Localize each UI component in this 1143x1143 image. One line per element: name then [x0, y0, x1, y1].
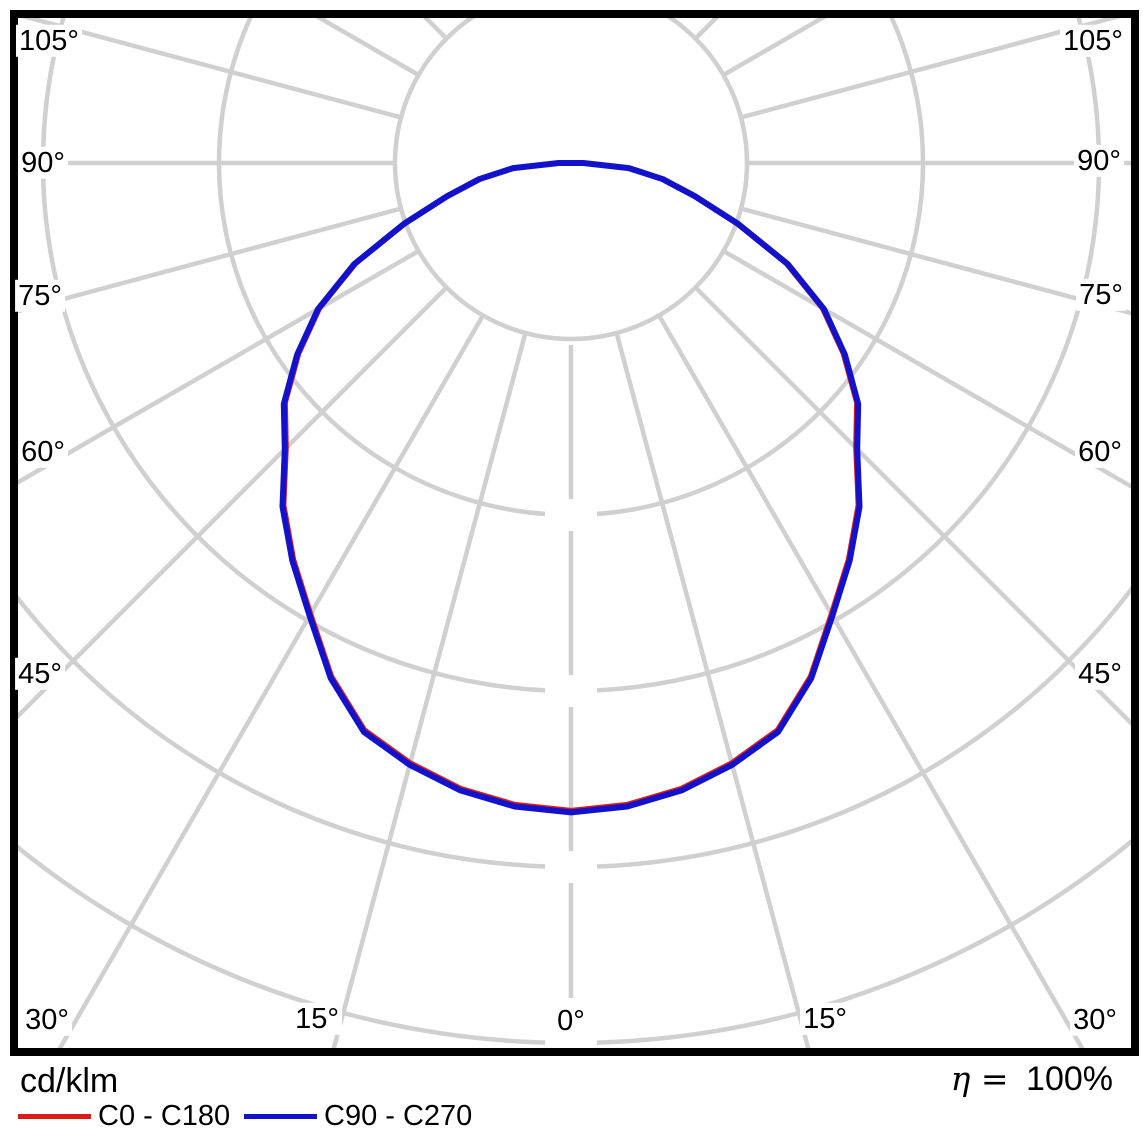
eta-symbol: η =	[950, 1059, 1009, 1098]
grid-radial-line	[18, 206, 402, 314]
legend-label-c0-c180: C0 - C180	[98, 1100, 231, 1132]
grid-radial-line	[693, 285, 1131, 727]
grid-radial-line	[18, 285, 449, 720]
grid-radial-line	[657, 314, 1085, 1048]
plot-border	[10, 10, 1139, 1056]
grid-ring	[392, 18, 750, 342]
eta-value: 100%	[1026, 1060, 1113, 1098]
grid-radial-line	[331, 332, 528, 1048]
curve-c90-c270	[279, 160, 863, 816]
grid-radial-line	[57, 314, 485, 1048]
legend-swatch-c0-c180	[18, 1114, 91, 1119]
grid-radial-line	[693, 18, 720, 41]
grid-radial-line	[21, 18, 402, 120]
grid-radial-line	[740, 18, 1121, 120]
efficiency-label: η = 100%	[951, 1059, 1113, 1099]
grid-radial-line	[740, 206, 1131, 316]
legend: C0 - C180 C90 - C270	[0, 1100, 700, 1134]
legend-label-c90-c270: C90 - C270	[324, 1100, 473, 1132]
grid-radial-line	[422, 18, 449, 41]
legend-swatch-c90-c270	[244, 1114, 317, 1119]
grid-radial-line	[18, 249, 420, 485]
grid-radial-line	[614, 332, 811, 1048]
grid-ring	[40, 18, 1102, 693]
grid-ring	[216, 18, 926, 517]
units-label: cd/klm	[20, 1062, 119, 1100]
grid-radial-line	[722, 249, 1131, 489]
